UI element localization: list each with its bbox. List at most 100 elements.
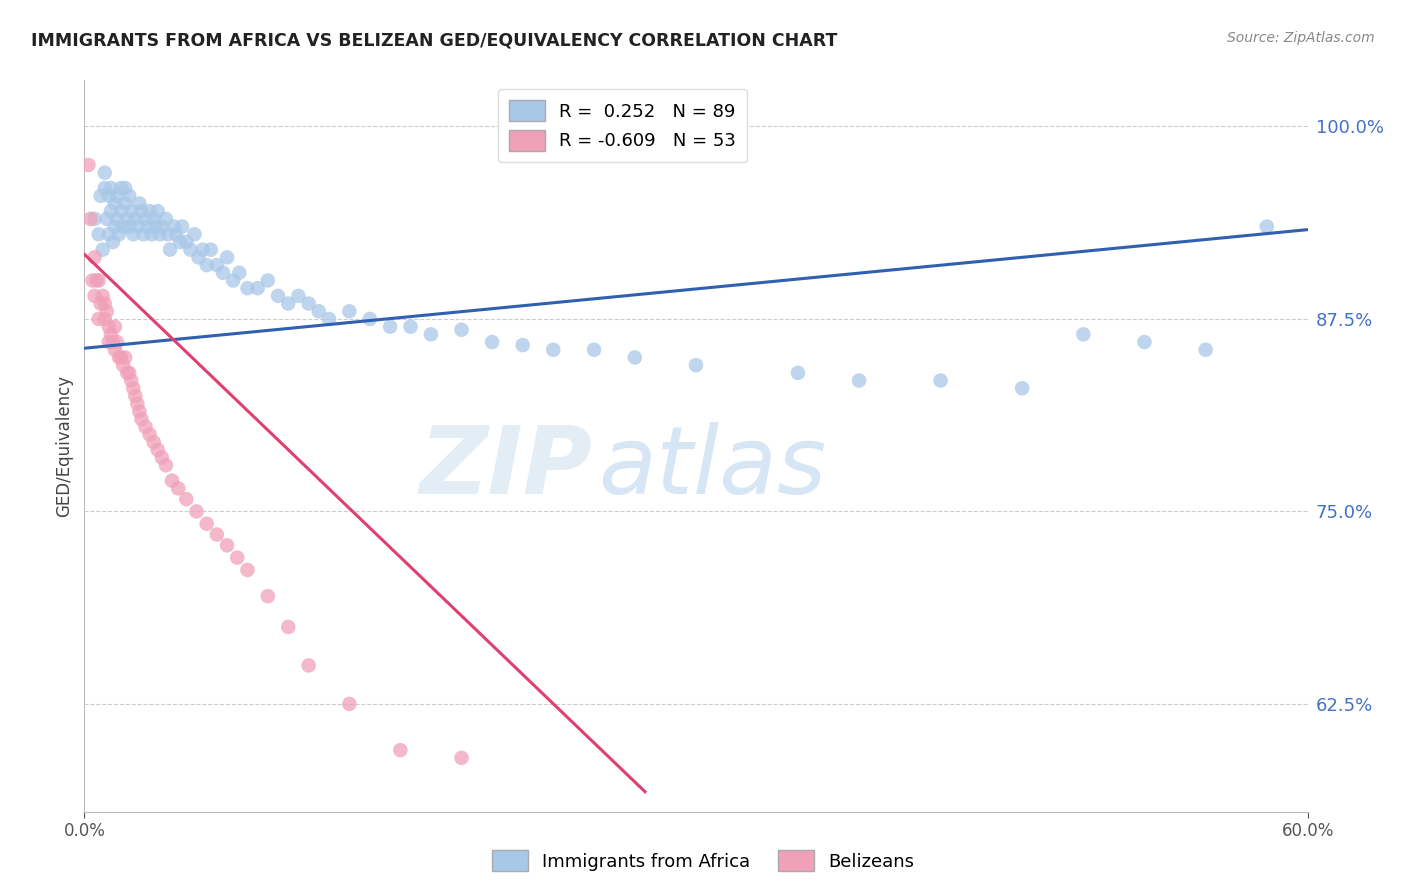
Point (160, 474, 183, 488)
Point (105, 334, 128, 349)
Point (118, 366, 141, 380)
Point (155, 211, 177, 226)
Point (205, 258, 228, 272)
Point (543, 343, 565, 357)
Point (155, 458, 177, 473)
Point (141, 227, 163, 242)
Point (167, 481, 190, 495)
Point (212, 266, 235, 280)
Point (150, 450, 173, 465)
Point (110, 204, 132, 219)
Point (138, 427, 160, 442)
Point (101, 334, 124, 349)
Point (163, 219, 186, 234)
Point (150, 219, 173, 234)
Point (481, 334, 503, 349)
Point (91, 289, 114, 303)
Text: atlas: atlas (598, 423, 827, 514)
Point (115, 211, 138, 226)
Y-axis label: GED/Equivalency: GED/Equivalency (55, 375, 73, 517)
Point (298, 658, 321, 673)
Legend: R =  0.252   N = 89, R = -0.609   N = 53: R = 0.252 N = 89, R = -0.609 N = 53 (498, 89, 747, 161)
Point (200, 243, 222, 257)
Point (93, 166, 115, 180)
Point (512, 338, 534, 352)
Point (110, 351, 132, 365)
Point (112, 358, 135, 372)
Point (90, 296, 112, 310)
Point (848, 374, 870, 388)
Point (187, 251, 209, 265)
Point (228, 266, 250, 280)
Point (135, 211, 157, 226)
Point (120, 204, 142, 219)
Point (115, 366, 138, 380)
Point (104, 343, 127, 357)
Point (93, 181, 115, 195)
Point (222, 273, 245, 287)
Point (86, 273, 108, 287)
Point (156, 227, 179, 242)
Point (114, 351, 136, 365)
Point (257, 273, 280, 287)
Point (183, 227, 205, 242)
Point (105, 211, 128, 226)
Point (1195, 343, 1218, 357)
Point (1133, 334, 1156, 349)
Point (136, 219, 159, 234)
Point (82, 273, 104, 287)
Point (124, 211, 146, 226)
Point (179, 243, 201, 257)
Point (87, 227, 110, 242)
Point (132, 227, 155, 242)
Point (127, 219, 149, 234)
Point (205, 527, 228, 541)
Point (96, 211, 118, 226)
Point (583, 343, 606, 357)
Point (146, 204, 169, 219)
Point (685, 358, 707, 372)
Point (118, 188, 141, 202)
Legend: Immigrants from Africa, Belizeans: Immigrants from Africa, Belizeans (485, 843, 921, 879)
Point (124, 389, 146, 403)
Point (236, 281, 259, 295)
Point (122, 381, 145, 395)
Point (169, 235, 191, 249)
Point (97, 334, 120, 349)
Point (236, 563, 259, 577)
Point (298, 296, 321, 310)
Point (1073, 327, 1095, 342)
Point (159, 243, 181, 257)
Point (174, 492, 197, 507)
Point (91, 243, 114, 257)
Point (172, 219, 194, 234)
Point (359, 312, 381, 326)
Point (195, 258, 218, 272)
Point (389, 743, 412, 757)
Point (624, 351, 647, 365)
Point (226, 550, 249, 565)
Point (128, 404, 150, 418)
Point (118, 219, 141, 234)
Point (100, 327, 122, 342)
Point (308, 304, 330, 318)
Point (127, 397, 149, 411)
Point (287, 289, 309, 303)
Point (787, 366, 810, 380)
Point (104, 219, 127, 234)
Point (145, 219, 167, 234)
Point (108, 227, 131, 242)
Point (100, 181, 122, 195)
Text: Source: ZipAtlas.com: Source: ZipAtlas.com (1227, 31, 1375, 45)
Point (77, 158, 100, 172)
Point (105, 188, 128, 202)
Point (83, 211, 105, 226)
Point (128, 196, 150, 211)
Point (450, 751, 472, 765)
Point (114, 181, 136, 195)
Text: ZIP: ZIP (419, 422, 592, 514)
Point (131, 412, 153, 426)
Point (195, 516, 218, 531)
Point (339, 304, 361, 318)
Point (120, 374, 142, 388)
